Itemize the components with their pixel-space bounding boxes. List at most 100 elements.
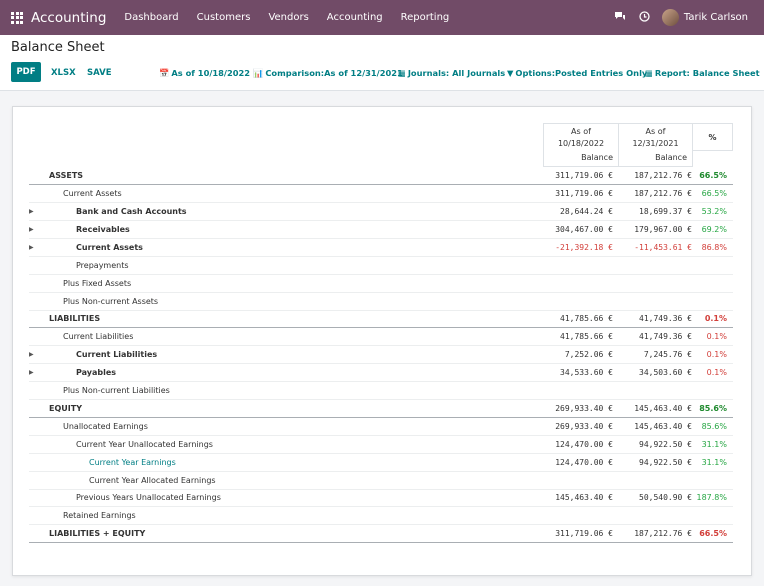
top-navbar: Accounting Dashboard Customers Vendors A… (0, 0, 764, 35)
column-header-comparison-line2: 12/31/2021 (632, 139, 679, 148)
row-value-current: -21,392.18 € (555, 243, 613, 252)
menu-dashboard[interactable]: Dashboard (124, 12, 179, 23)
row-label: Current Liabilities (63, 332, 134, 341)
menu-reporting[interactable]: Reporting (400, 12, 450, 23)
row-value-current: 124,470.00 € (555, 440, 613, 449)
chat-icon[interactable] (614, 11, 626, 25)
row-percent: 187.8% (696, 493, 727, 502)
row-percent: 86.8% (701, 243, 727, 252)
apps-menu-icon[interactable] (11, 11, 23, 24)
row-value-comparison: 187,212.76 € (634, 529, 692, 538)
row-percent: 66.5% (701, 189, 727, 198)
report-row-non-current-assets[interactable]: Plus Non-current Assets (29, 293, 733, 311)
report-row-current-liabilities-detail[interactable]: ▶ Current Liabilities 7,252.06 € 7,245.7… (29, 346, 733, 364)
row-value-comparison: 18,699.37 € (639, 207, 692, 216)
row-percent: 85.6% (701, 422, 727, 431)
row-percent: 0.1% (706, 350, 727, 359)
report-row-prepayments[interactable]: Prepayments (29, 257, 733, 275)
row-value-current: 28,644.24 € (560, 207, 613, 216)
row-percent: 69.2% (701, 225, 727, 234)
row-value-current: 269,933.40 € (555, 404, 613, 413)
row-label: Current Year Unallocated Earnings (76, 440, 213, 449)
column-header-comparison-balance: Balance (655, 153, 687, 162)
row-percent: 0.1% (706, 332, 727, 341)
date-filter[interactable]: 📅 As of 10/18/2022 (159, 68, 250, 79)
report-row-current-year-earnings[interactable]: Current Year Earnings 124,470.00 € 94,92… (29, 454, 733, 472)
journals-filter[interactable]: ▦ Journals: All Journals (398, 68, 505, 78)
expand-caret-icon[interactable]: ▶ (29, 226, 34, 233)
page-title: Balance Sheet (11, 40, 105, 55)
calendar-icon: 📅 (159, 68, 170, 78)
row-value-current: 269,933.40 € (555, 422, 613, 431)
pdf-button[interactable]: PDF (11, 62, 41, 82)
row-label: Previous Years Unallocated Earnings (76, 493, 221, 502)
report-row-current-assets-detail[interactable]: ▶ Current Assets -21,392.18 € -11,453.61… (29, 239, 733, 257)
report-row-retained-earnings[interactable]: Retained Earnings (29, 507, 733, 525)
report-row-receivables[interactable]: ▶ Receivables 304,467.00 € 179,967.00 € … (29, 221, 733, 239)
report-filter[interactable]: ▦ Report: Balance Sheet (645, 68, 760, 78)
report-row-current-assets[interactable]: Current Assets 311,719.06 € 187,212.76 €… (29, 185, 733, 203)
row-percent: 53.2% (701, 207, 727, 216)
comparison-filter[interactable]: 📊 Comparison:As of 12/31/2021 (253, 68, 403, 79)
row-percent: 85.6% (699, 404, 727, 413)
menu-accounting[interactable]: Accounting (326, 12, 383, 23)
report-row-current-liabilities[interactable]: Current Liabilities 41,785.66 € 41,749.3… (29, 328, 733, 346)
clock-icon[interactable] (639, 10, 650, 25)
column-header-comparison[interactable]: As of 12/31/2021 Balance (618, 123, 693, 167)
row-value-comparison: 94,922.50 € (639, 458, 692, 467)
expand-caret-icon[interactable]: ▶ (29, 369, 34, 376)
report-row-liabilities-equity[interactable]: LIABILITIES + EQUITY 311,719.06 € 187,21… (29, 525, 733, 543)
report-filter-label: Report: Balance Sheet (654, 68, 760, 78)
row-value-comparison: 41,749.36 € (639, 332, 692, 341)
expand-caret-icon[interactable]: ▶ (29, 208, 34, 215)
column-header-current[interactable]: As of 10/18/2022 Balance (543, 123, 619, 167)
row-label: LIABILITIES + EQUITY (49, 529, 146, 538)
row-label: Current Assets (63, 189, 122, 198)
report-row-previous-years-unallocated[interactable]: Previous Years Unallocated Earnings 145,… (29, 489, 733, 507)
row-label: Retained Earnings (63, 511, 136, 520)
save-button[interactable]: SAVE (87, 68, 112, 78)
report-row-bank-cash[interactable]: ▶ Bank and Cash Accounts 28,644.24 € 18,… (29, 203, 733, 221)
expand-caret-icon[interactable]: ▶ (29, 244, 34, 251)
report-row-fixed-assets[interactable]: Plus Fixed Assets (29, 275, 733, 293)
row-value-comparison: 7,245.76 € (643, 350, 692, 359)
report-row-assets[interactable]: ASSETS 311,719.06 € 187,212.76 € 66.5% (29, 167, 733, 185)
date-filter-label: As of 10/18/2022 (171, 68, 251, 78)
row-label: EQUITY (49, 404, 82, 413)
row-percent: 66.5% (699, 529, 727, 538)
report-row-non-current-liabilities[interactable]: Plus Non-current Liabilities (29, 382, 733, 400)
app-brand[interactable]: Accounting (31, 9, 107, 26)
row-label: LIABILITIES (49, 314, 101, 323)
xlsx-button[interactable]: XLSX (51, 68, 76, 78)
report-sheet: As of 10/18/2022 Balance As of 12/31/202… (12, 106, 752, 576)
row-value-current: 145,463.40 € (555, 493, 613, 502)
row-label: Plus Non-current Assets (63, 297, 159, 306)
row-percent: 31.1% (701, 440, 727, 449)
row-label: Prepayments (76, 261, 129, 270)
report-row-current-year-unallocated[interactable]: Current Year Unallocated Earnings 124,47… (29, 436, 733, 454)
options-filter[interactable]: ▼ Options:Posted Entries Only (507, 68, 647, 78)
row-value-comparison: 94,922.50 € (639, 440, 692, 449)
row-percent: 0.1% (704, 314, 727, 323)
user-name[interactable]: Tarik Carlson (683, 12, 748, 23)
row-value-current: 41,785.66 € (560, 314, 613, 323)
row-label: Plus Non-current Liabilities (63, 386, 170, 395)
report-row-payables[interactable]: ▶ Payables 34,533.60 € 34,503.60 € 0.1% (29, 364, 733, 382)
row-percent: 66.5% (699, 171, 727, 180)
row-label[interactable]: Current Year Earnings (89, 458, 176, 467)
book-icon: ▦ (398, 68, 406, 78)
menu-vendors[interactable]: Vendors (268, 12, 309, 23)
row-value-comparison: 145,463.40 € (634, 422, 692, 431)
row-label: Payables (76, 368, 117, 377)
control-panel: Balance Sheet PDF XLSX SAVE 📅 As of 10/18… (0, 35, 764, 91)
report-row-equity[interactable]: EQUITY 269,933.40 € 145,463.40 € 85.6% (29, 400, 733, 418)
report-row-current-year-allocated[interactable]: Current Year Allocated Earnings (29, 472, 733, 490)
comparison-filter-label: Comparison:As of 12/31/2021 (265, 68, 403, 78)
row-label: Bank and Cash Accounts (76, 207, 187, 216)
row-value-comparison: 41,749.36 € (639, 314, 692, 323)
expand-caret-icon[interactable]: ▶ (29, 351, 34, 358)
user-avatar[interactable] (661, 9, 679, 26)
report-row-liabilities[interactable]: LIABILITIES 41,785.66 € 41,749.36 € 0.1% (29, 310, 733, 328)
menu-customers[interactable]: Customers (196, 12, 251, 23)
report-row-unallocated-earnings[interactable]: Unallocated Earnings 269,933.40 € 145,46… (29, 418, 733, 436)
